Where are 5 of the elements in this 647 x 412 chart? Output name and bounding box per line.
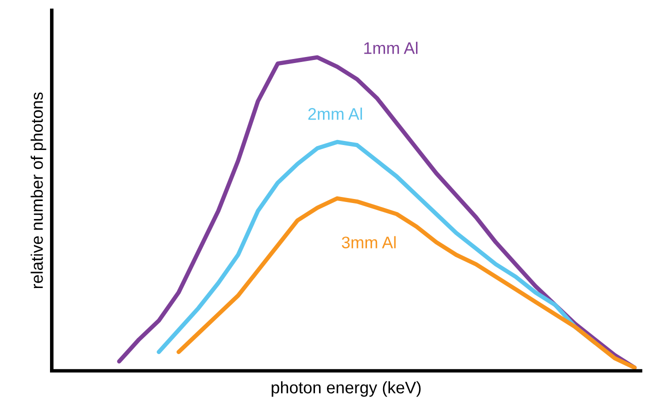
series-label: 1mm Al bbox=[364, 42, 418, 54]
x-axis-title: photon energy (keV) bbox=[272, 381, 421, 397]
series-label: 3mm Al bbox=[342, 236, 396, 248]
y-axis-title: relative number of photons bbox=[30, 92, 46, 288]
series-label: 2mm Al bbox=[308, 108, 362, 120]
